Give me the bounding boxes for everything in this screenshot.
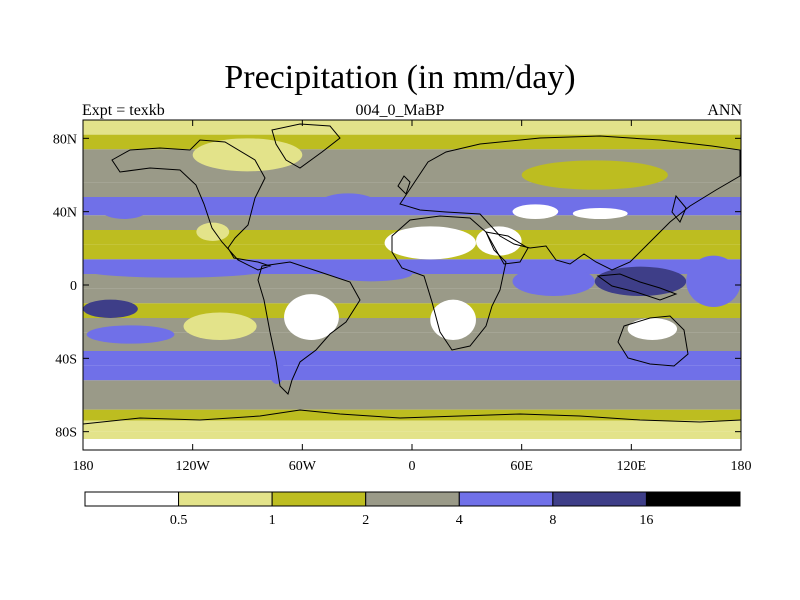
region-sahara-dry: [384, 226, 476, 260]
region-arabia-dry: [475, 226, 522, 256]
zonal-band-0: [83, 120, 741, 135]
colorbar-swatch-6: [645, 491, 741, 507]
region-southeast-pacific-wet: [86, 325, 175, 344]
region-north-pacific-wet: [101, 200, 147, 219]
precipitation-field: [83, 120, 741, 450]
region-north-atlantic-wet: [320, 193, 376, 212]
colorbar-swatch-5: [552, 491, 647, 507]
region-patagonia-wet: [269, 358, 285, 384]
y-tick-label-3: 40S: [55, 352, 77, 367]
map-axes: 180 120W 60W 0 60E 120E 180 80N 40N 0 40S 80S: [53, 120, 752, 474]
x-tick-label-4: 60E: [510, 459, 533, 474]
colorbar-swatch-0: [84, 491, 180, 507]
region-mongolia-dry: [572, 208, 628, 219]
chart-title: Precipitation (in mm/day): [224, 59, 576, 96]
region-australia-dry: [627, 318, 678, 340]
zonal-band-6: [83, 215, 741, 230]
region-southwest-na-dry: [196, 222, 230, 241]
region-south-pacific-dry: [183, 312, 257, 340]
y-tick-label-4: 80S: [55, 426, 77, 441]
zonal-band-19: [83, 409, 741, 421]
y-tick-label-1: 40N: [53, 206, 77, 221]
zonal-band-21: [83, 431, 741, 439]
colorbar-swatch-2: [271, 491, 367, 507]
zonal-band-15: [83, 351, 741, 366]
zonal-band-12: [83, 303, 741, 318]
region-indian-ocean-wet: [512, 266, 595, 297]
zonal-band-5: [83, 197, 741, 216]
region-spcz: [83, 299, 138, 319]
zonal-band-1: [83, 134, 741, 150]
region-central-asia-dry: [512, 204, 559, 220]
zonal-band-17: [83, 380, 741, 395]
x-tick-label-0: 180: [73, 459, 94, 474]
zonal-band-16: [83, 365, 741, 381]
x-tick-label-2: 60W: [289, 459, 317, 474]
period-label: 004_0_MaBP: [355, 102, 445, 119]
region-east-pacific-itcz: [83, 263, 266, 278]
colorbar-label-1: 1: [269, 513, 276, 528]
region-south-america-dry: [284, 294, 339, 341]
colorbar-label-0: 0.5: [170, 513, 188, 528]
colorbar-label-5: 16: [639, 513, 653, 528]
x-tick-label-5: 120E: [617, 459, 647, 474]
coastlines: [83, 123, 741, 425]
x-tick-label-1: 120W: [176, 459, 211, 474]
colorbar-swatch-4: [458, 491, 554, 507]
y-tick-label-0: 80N: [53, 132, 77, 147]
region-southern-africa-dry: [430, 299, 476, 341]
region-west-pacific-wet: [686, 255, 741, 307]
experiment-label: Expt = texkb: [82, 102, 165, 119]
zonal-band-18: [83, 395, 741, 410]
x-tick-label-6: 180: [731, 459, 752, 474]
season-label: ANN: [707, 102, 742, 119]
colorbar-swatch-1: [178, 491, 273, 507]
region-atlantic-itcz: [329, 266, 412, 282]
x-tick-label-3: 0: [409, 459, 416, 474]
zonal-band-20: [83, 420, 741, 432]
colorbar-label-2: 2: [362, 513, 369, 528]
region-arctic-canada: [192, 138, 303, 172]
region-warm-pool: [594, 266, 687, 297]
zonal-band-2: [83, 149, 741, 164]
colorbar-swatch-3: [365, 491, 460, 507]
region-siberia: [521, 160, 668, 190]
colorbar: 0.5 1 2 4 8 16: [84, 491, 741, 528]
colorbar-label-3: 4: [456, 513, 463, 528]
y-tick-label-2: 0: [70, 279, 77, 294]
zonal-band-14: [83, 332, 741, 351]
colorbar-label-4: 8: [549, 513, 556, 528]
